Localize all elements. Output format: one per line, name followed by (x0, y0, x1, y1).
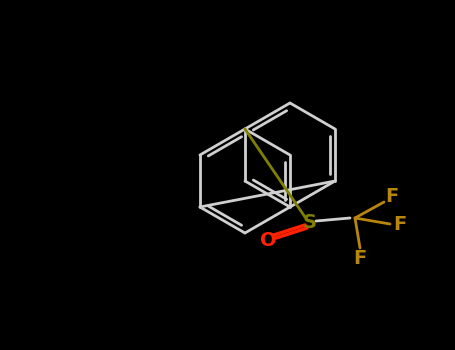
Text: F: F (385, 187, 399, 205)
Text: F: F (354, 248, 367, 267)
Text: F: F (394, 216, 407, 234)
Text: O: O (260, 231, 276, 250)
Text: S: S (303, 212, 317, 231)
